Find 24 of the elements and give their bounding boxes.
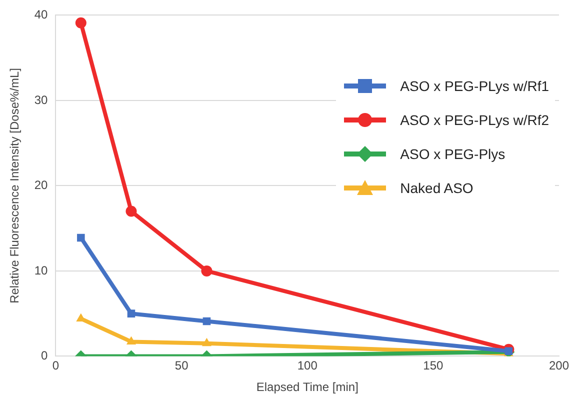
point — [75, 17, 86, 28]
legend-label: ASO x PEG-Plys — [400, 146, 506, 162]
point — [126, 206, 137, 217]
point — [202, 317, 211, 326]
y-tick-label: 10 — [34, 263, 48, 278]
x-tick-label: 50 — [174, 358, 189, 373]
legend-label: ASO x PEG-PLys w/Rf1 — [400, 78, 549, 94]
point — [202, 338, 212, 346]
legend-label: ASO x PEG-PLys w/Rf2 — [400, 112, 549, 128]
point — [201, 265, 212, 276]
y-tick-label: 20 — [34, 178, 48, 192]
y-tick-label: 40 — [34, 8, 48, 22]
x-tick-label: 0 — [52, 358, 60, 373]
y-tick-label: 30 — [34, 92, 48, 107]
x-tick-label: 100 — [297, 358, 318, 373]
point — [127, 310, 136, 318]
x-tick-label: 150 — [423, 358, 444, 373]
legend-label: Naked ASO — [400, 180, 474, 196]
point — [126, 336, 136, 344]
y-axis-title: Relative Fluorescence Intensity [Dose%/mL] — [8, 68, 22, 304]
y-tick-label: 0 — [41, 348, 48, 363]
x-tick-label: 200 — [548, 358, 570, 373]
point — [77, 234, 85, 242]
x-axis-title: Elapsed Time [min] — [256, 380, 358, 394]
